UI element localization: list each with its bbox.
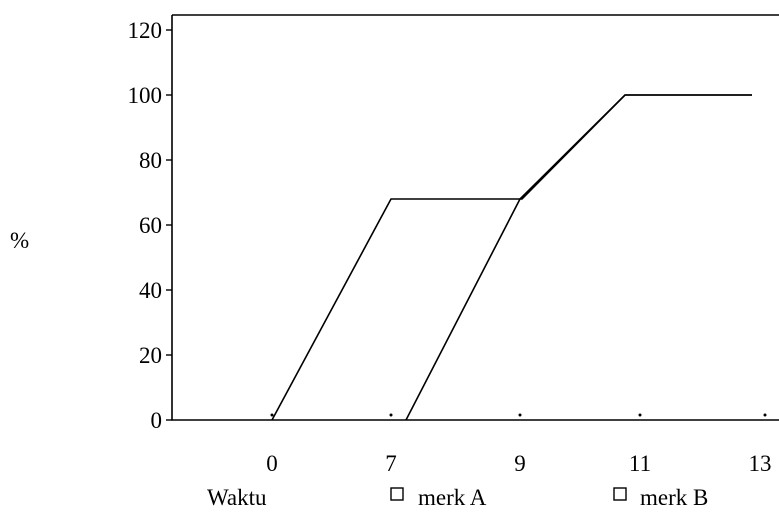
y-tick-label: 40	[139, 278, 162, 303]
x-tick-mark	[389, 413, 393, 417]
x-tick-label: 13	[749, 451, 772, 476]
y-tick-label: 120	[128, 18, 163, 43]
x-tick-label: 11	[629, 451, 651, 476]
y-tick-label: 20	[139, 343, 162, 368]
x-tick-label: 9	[514, 451, 526, 476]
legend-item-merk-b: merk B	[613, 485, 708, 510]
x-axis-label: Waktu	[207, 485, 267, 510]
y-axis-ticks: 0 20 40 60 80 100 120	[128, 18, 172, 433]
x-tick-label: 7	[385, 451, 397, 476]
legend: merk A merk B	[390, 485, 708, 510]
series-lines	[271, 94, 752, 421]
y-tick-label: 60	[139, 213, 162, 238]
x-axis-ticks: 0 7 9 11 13	[266, 413, 772, 476]
series-line-merk-b	[405, 94, 752, 421]
x-tick-mark	[270, 413, 274, 417]
x-tick-mark	[518, 413, 522, 417]
legend-item-merk-a: merk A	[390, 485, 487, 510]
x-tick-mark	[638, 413, 642, 417]
axes	[171, 14, 779, 421]
y-axis-label: %	[10, 228, 29, 253]
y-tick-label: 80	[139, 148, 162, 173]
legend-label-merk-a: merk A	[418, 485, 487, 510]
legend-marker-merk-b	[613, 487, 627, 501]
y-tick-label: 0	[151, 408, 163, 433]
x-tick-label: 0	[266, 451, 278, 476]
y-tick-label: 100	[128, 83, 163, 108]
plot-frame	[171, 15, 779, 421]
series-line-merk-a	[271, 94, 752, 421]
legend-label-merk-b: merk B	[640, 485, 708, 510]
x-tick-mark	[763, 413, 767, 417]
legend-marker-merk-a	[390, 487, 404, 501]
